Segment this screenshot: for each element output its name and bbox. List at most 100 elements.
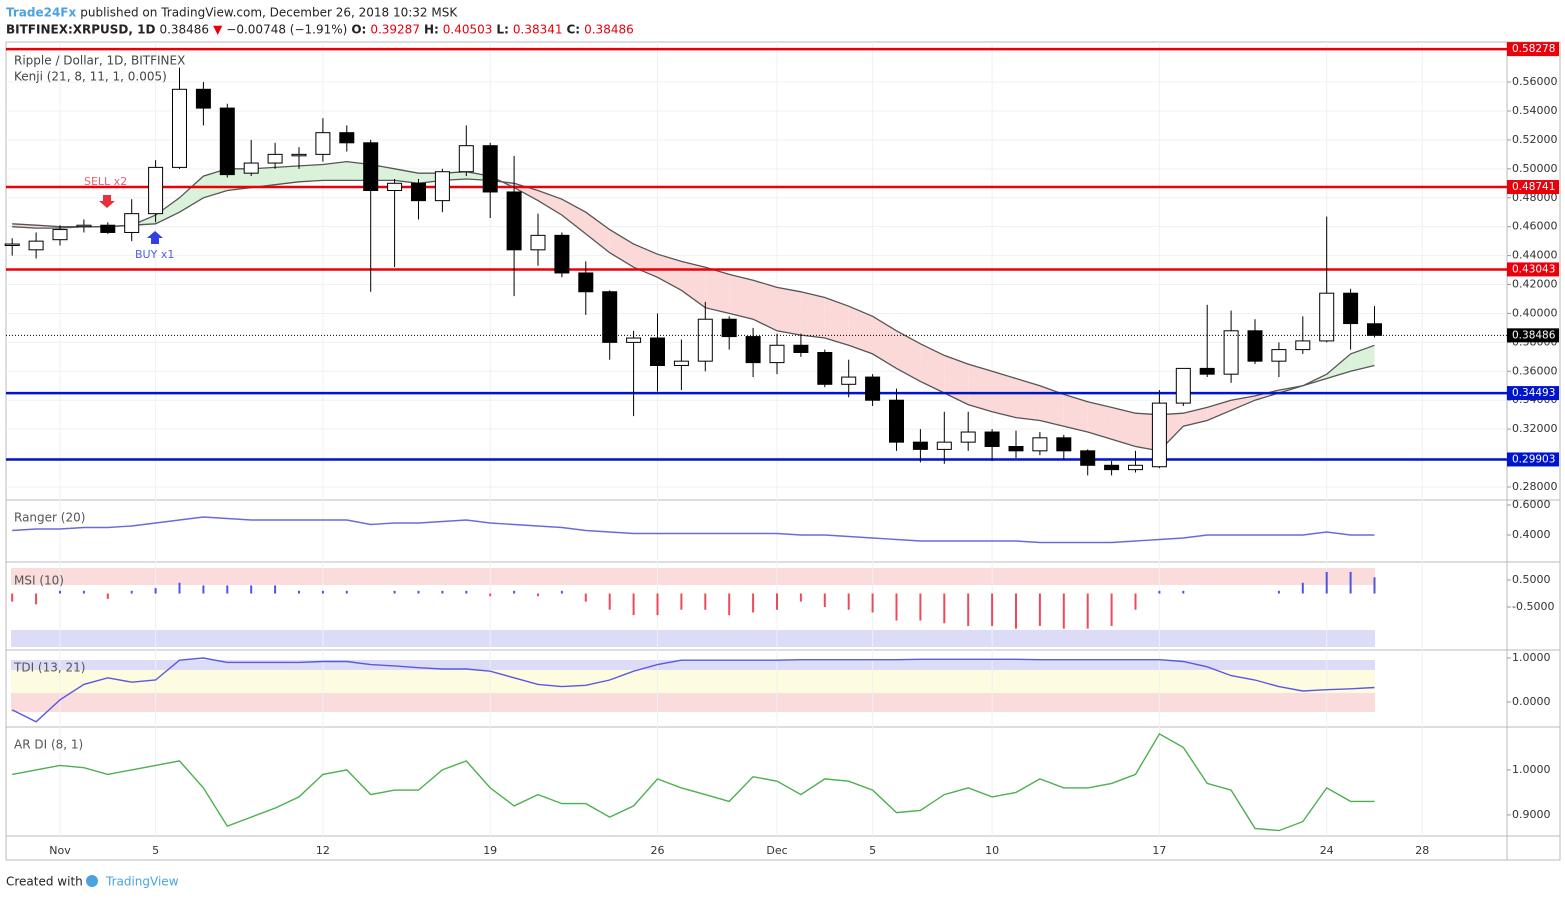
y-tick-label: 0.6000 — [1512, 498, 1551, 511]
kenji-cloud — [1207, 400, 1232, 421]
header-text: BITFINEX:XRPUSD, 1D — [6, 23, 155, 37]
x-tick-label: 10 — [985, 844, 999, 857]
y-tick-label: 0.50000 — [1512, 162, 1558, 175]
y-tick-label: 0.42000 — [1512, 278, 1558, 291]
y-tick-label: 1.0000 — [1512, 763, 1551, 776]
candle-body — [100, 224, 116, 233]
kenji-cloud — [729, 274, 754, 320]
candle-body — [1128, 464, 1143, 471]
y-tick-label: -0.5000 — [1512, 600, 1554, 613]
level-label: 0.29903 — [1512, 453, 1555, 465]
kenji-cloud — [896, 330, 921, 382]
y-tick-label: 0.56000 — [1512, 75, 1558, 88]
y-tick-label: 0.40000 — [1512, 306, 1558, 319]
candle-body — [1247, 330, 1263, 362]
candle-body — [315, 132, 331, 155]
header-text: published on TradingView.com, December 2… — [80, 6, 458, 20]
candle-body — [219, 107, 235, 176]
candle-body — [865, 376, 881, 401]
candle-body — [673, 360, 689, 367]
kenji-cloud — [968, 364, 993, 412]
candle-body — [889, 399, 904, 443]
msi-lower-zone — [11, 630, 1375, 647]
candle-body — [1175, 367, 1191, 404]
frame — [5, 41, 1561, 861]
candle-body — [1271, 349, 1287, 362]
header-text: 0.39287 — [370, 23, 420, 37]
candle-body — [124, 213, 140, 233]
candle-body — [28, 240, 44, 251]
candle-body — [434, 171, 450, 202]
candle-body — [458, 145, 474, 173]
level-label-box — [1507, 386, 1559, 401]
last-price-box — [1507, 328, 1559, 343]
indicator-line — [12, 732, 1375, 832]
kenji-cloud — [299, 164, 323, 182]
candle-body — [506, 191, 522, 251]
level-label-box — [1507, 262, 1559, 277]
tdi-lower-zone — [11, 693, 1375, 712]
header-text: ▼ — [213, 23, 223, 37]
candle-body — [172, 88, 187, 168]
buy-arrow — [147, 231, 163, 244]
sell-arrow — [99, 195, 115, 208]
candle-body — [243, 162, 259, 174]
candle-body — [936, 441, 952, 450]
kenji-cloud — [753, 280, 777, 331]
y-tick-label: 1.0000 — [1512, 651, 1551, 664]
candle-body — [267, 153, 283, 164]
x-tick-label: 17 — [1152, 844, 1166, 857]
candle-body — [793, 344, 809, 353]
x-tick-label: 19 — [483, 844, 497, 857]
candle-body — [1367, 323, 1382, 336]
legend-title: Ripple / Dollar, 1D, BITFINEX — [14, 54, 185, 68]
tdi-upper-zone — [11, 660, 1375, 670]
kenji-cloud — [155, 197, 180, 224]
indicator-line — [11, 657, 1375, 723]
y-tick-label: 0.4000 — [1512, 528, 1551, 541]
kenji-cloud — [585, 212, 610, 253]
x-tick-label: 26 — [651, 844, 665, 857]
kenji-cloud — [800, 291, 825, 339]
kenji-cloud — [824, 297, 849, 346]
kenji-cloud — [681, 261, 706, 308]
candle-body — [745, 336, 761, 364]
candle-body — [626, 337, 642, 343]
pane-title: TDI (13, 21) — [13, 661, 85, 675]
x-tick-label: 5 — [869, 844, 876, 857]
candle-body — [530, 234, 546, 251]
header-text: 0.38341 — [513, 23, 563, 37]
kenji-cloud — [777, 287, 801, 336]
kenji-cloud — [848, 306, 873, 354]
kenji-cloud — [1039, 385, 1064, 427]
candle-body — [602, 291, 618, 343]
msi-upper-zone — [11, 568, 1375, 585]
x-tick-label: 24 — [1320, 844, 1334, 857]
y-tick-label: 0.9000 — [1512, 808, 1551, 821]
candle-body — [1199, 367, 1215, 375]
candle-body — [387, 182, 403, 192]
kenji-cloud — [705, 267, 730, 314]
candle-body — [1223, 330, 1239, 375]
header-text: O: — [351, 23, 366, 37]
indicator-line — [12, 516, 1375, 544]
kenji-cloud — [322, 161, 347, 181]
buy-label: BUY x1 — [135, 248, 174, 261]
candle-body — [1056, 437, 1072, 452]
kenji-cloud — [179, 176, 204, 213]
candle-body — [363, 142, 379, 192]
y-tick-label: 0.5000 — [1512, 573, 1551, 586]
level-label: 0.34493 — [1512, 387, 1555, 399]
legend-indicator: Kenji (21, 8, 11, 1, 0.005) — [14, 70, 167, 84]
y-tick-label: 0.44000 — [1512, 249, 1558, 262]
kenji-slow — [12, 178, 1375, 416]
candle-body — [1151, 402, 1167, 468]
y-tick-label: 0.36000 — [1512, 364, 1558, 377]
x-tick-label: Nov — [49, 844, 71, 857]
x-tick-label: 5 — [152, 844, 159, 857]
kenji-fast — [12, 160, 1375, 452]
kenji-cloud — [1326, 353, 1351, 379]
candle-body — [1319, 292, 1335, 342]
